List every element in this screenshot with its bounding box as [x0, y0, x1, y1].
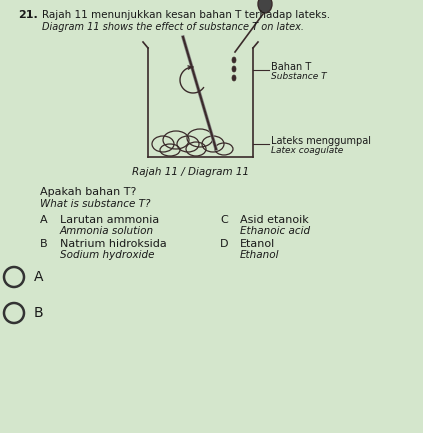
Text: B: B [40, 239, 48, 249]
Text: Ethanoic acid: Ethanoic acid [240, 226, 310, 236]
Ellipse shape [232, 57, 236, 63]
Ellipse shape [232, 75, 236, 81]
Text: Etanol: Etanol [240, 239, 275, 249]
Text: Rajah 11 / Diagram 11: Rajah 11 / Diagram 11 [132, 167, 250, 177]
Text: A: A [34, 270, 44, 284]
Text: C: C [220, 215, 228, 225]
Text: Larutan ammonia: Larutan ammonia [60, 215, 159, 225]
Text: B: B [34, 306, 44, 320]
Text: Lateks menggumpal: Lateks menggumpal [271, 136, 371, 146]
Text: Substance T: Substance T [271, 72, 327, 81]
Ellipse shape [258, 0, 272, 13]
Text: Apakah bahan T?: Apakah bahan T? [40, 187, 136, 197]
Text: 21.: 21. [18, 10, 38, 20]
Text: Rajah 11 menunjukkan kesan bahan T terhadap lateks.: Rajah 11 menunjukkan kesan bahan T terha… [42, 10, 330, 20]
Text: A: A [40, 215, 48, 225]
Text: Asid etanoik: Asid etanoik [240, 215, 309, 225]
Text: Sodium hydroxide: Sodium hydroxide [60, 250, 154, 260]
Ellipse shape [232, 66, 236, 72]
Text: Natrium hidroksida: Natrium hidroksida [60, 239, 167, 249]
Text: Diagram 11 shows the effect of substance T on latex.: Diagram 11 shows the effect of substance… [42, 22, 304, 32]
Text: Latex coagulate: Latex coagulate [271, 146, 343, 155]
Text: D: D [220, 239, 228, 249]
Text: Ammonia solution: Ammonia solution [60, 226, 154, 236]
Text: Bahan T: Bahan T [271, 62, 311, 72]
Text: What is substance T?: What is substance T? [40, 199, 151, 209]
Text: Ethanol: Ethanol [240, 250, 280, 260]
